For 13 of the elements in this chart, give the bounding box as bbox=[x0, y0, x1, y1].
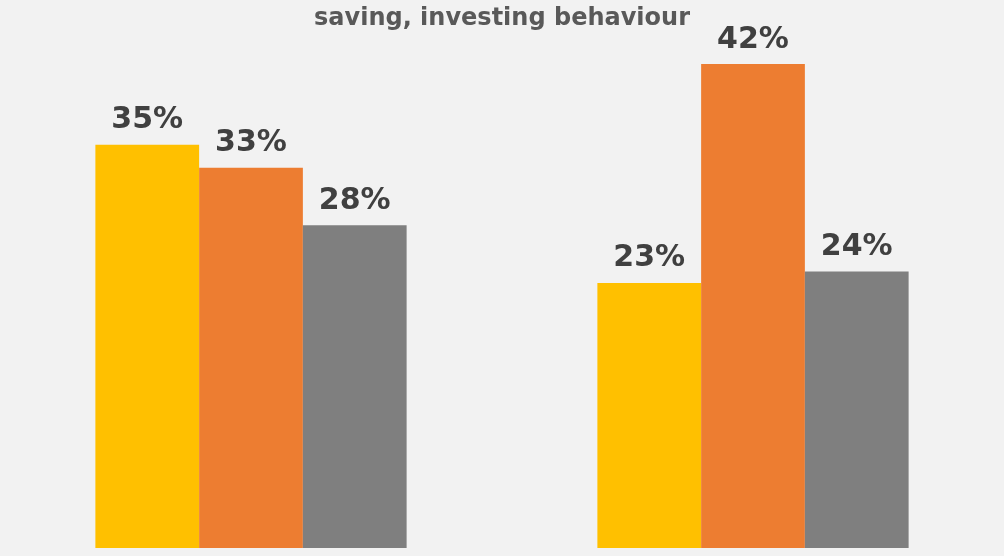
data-label: 35% bbox=[111, 100, 184, 136]
bar bbox=[701, 64, 805, 548]
bar bbox=[199, 167, 303, 548]
data-label: 42% bbox=[717, 19, 789, 55]
data-label: 28% bbox=[318, 180, 391, 216]
data-label: 23% bbox=[613, 238, 686, 274]
bar bbox=[302, 225, 407, 548]
bar bbox=[597, 282, 702, 548]
bar bbox=[95, 144, 200, 548]
data-label: 24% bbox=[820, 226, 893, 262]
data-label: 33% bbox=[215, 123, 287, 159]
bar bbox=[804, 271, 909, 548]
chart-title: saving, investing behaviour bbox=[314, 3, 691, 31]
